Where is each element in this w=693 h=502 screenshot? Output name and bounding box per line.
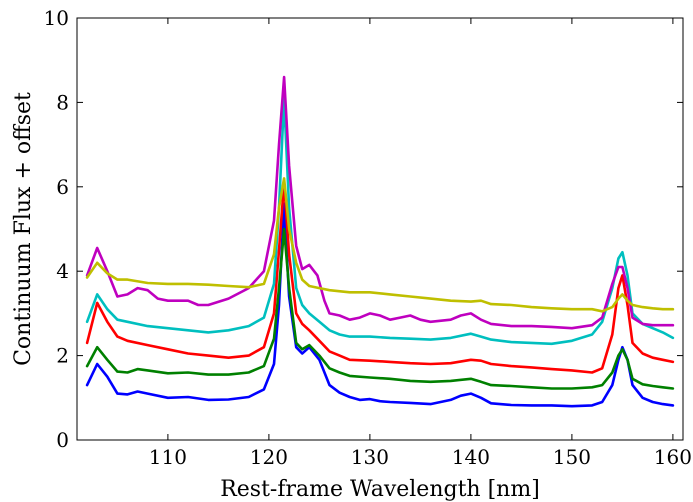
x-tick-label: 120 [250, 445, 288, 469]
series-line-6 [85, 177, 675, 313]
x-axis-label: Rest-frame Wavelength [nm] [220, 477, 540, 502]
series-line-1 [85, 202, 675, 408]
series-line-4 [85, 96, 675, 346]
y-tick-label: 4 [56, 259, 69, 283]
y-tick-label: 8 [56, 90, 69, 114]
y-tick-label: 10 [44, 6, 69, 30]
x-tick-label: 130 [351, 445, 389, 469]
y-axis-label: Continuum Flux + offset [11, 92, 36, 366]
x-tick-label: 160 [654, 445, 692, 469]
y-tick-label: 0 [56, 428, 69, 452]
series-line-5 [85, 75, 675, 330]
y-tick-label: 2 [56, 344, 69, 368]
x-tick-label: 140 [452, 445, 490, 469]
x-tick-label: 150 [553, 445, 591, 469]
y-tick-label: 6 [56, 175, 69, 199]
plot-frame [76, 17, 684, 441]
series-layer [85, 75, 675, 408]
x-tick-label: 110 [149, 445, 187, 469]
series-line-3 [85, 181, 675, 374]
series-line-2 [85, 227, 675, 390]
ticks-layer: 110 120 130 140 150 160 0 2 4 6 8 10 [44, 6, 692, 469]
